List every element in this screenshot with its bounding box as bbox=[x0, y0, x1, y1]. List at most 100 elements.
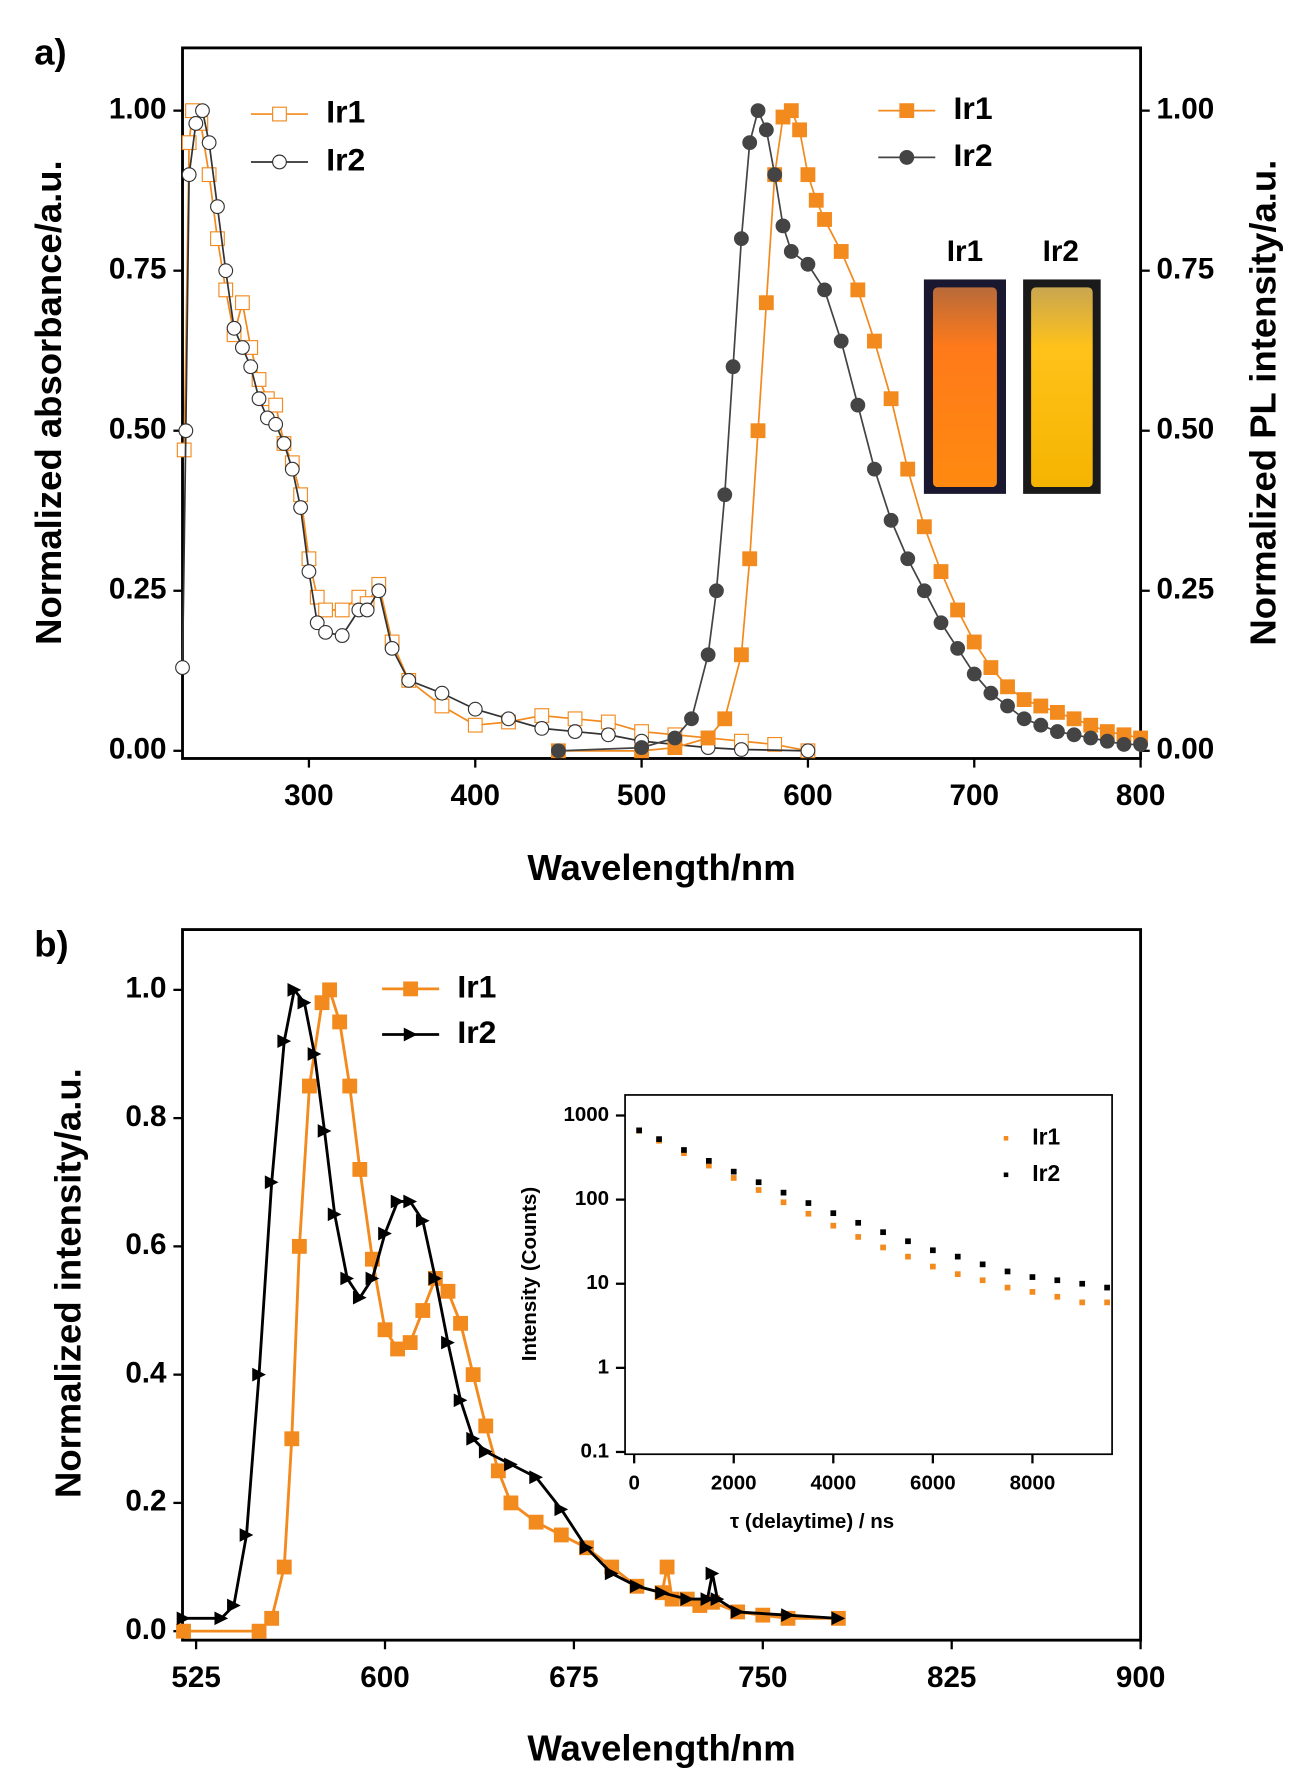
y-tick-label: 1000 bbox=[563, 1103, 609, 1126]
y2-tick-label: 0.75 bbox=[1157, 253, 1215, 286]
x-tick-label: 6000 bbox=[910, 1471, 956, 1494]
marker bbox=[1050, 704, 1065, 720]
marker bbox=[883, 512, 899, 528]
x-axis-title: Wavelength/nm bbox=[527, 1727, 795, 1768]
marker bbox=[808, 192, 824, 208]
y-tick-label: 0.75 bbox=[109, 253, 167, 286]
legend-label: Ir2 bbox=[1032, 1160, 1060, 1186]
y-tick-label: 0.00 bbox=[109, 733, 167, 766]
y-axis-title: Intensity (Counts) bbox=[518, 1187, 541, 1361]
marker bbox=[767, 167, 783, 183]
scatter-point bbox=[905, 1238, 911, 1245]
marker bbox=[428, 1271, 443, 1286]
marker bbox=[465, 1367, 481, 1383]
marker bbox=[709, 583, 724, 599]
marker bbox=[332, 1014, 348, 1030]
marker bbox=[210, 199, 225, 215]
marker bbox=[883, 391, 899, 407]
marker bbox=[490, 1463, 506, 1479]
x-tick-label: 2000 bbox=[711, 1471, 757, 1494]
marker bbox=[775, 218, 791, 234]
marker bbox=[730, 1605, 745, 1619]
marker bbox=[700, 730, 716, 746]
vial-photos: Ir1 Ir2 bbox=[923, 235, 1101, 494]
marker bbox=[767, 736, 783, 752]
marker bbox=[243, 359, 259, 375]
marker bbox=[1083, 717, 1099, 733]
scatter-point bbox=[1029, 1274, 1036, 1280]
scatter-point bbox=[1004, 1268, 1011, 1275]
marker bbox=[218, 282, 234, 298]
marker bbox=[783, 244, 799, 259]
x-tick-label: 525 bbox=[171, 1661, 220, 1694]
marker bbox=[1116, 736, 1132, 752]
marker bbox=[301, 551, 317, 567]
marker bbox=[287, 983, 302, 997]
marker bbox=[983, 660, 999, 675]
scatter-point bbox=[830, 1222, 837, 1229]
y-tick-label: 0.6 bbox=[125, 1228, 166, 1261]
scatter-point bbox=[730, 1168, 737, 1175]
marker bbox=[301, 564, 317, 579]
marker bbox=[434, 685, 450, 701]
marker bbox=[307, 1047, 322, 1061]
marker bbox=[181, 167, 197, 183]
y-tick-label: 1.0 bbox=[125, 972, 166, 1005]
marker bbox=[327, 1207, 342, 1222]
marker bbox=[781, 1608, 795, 1622]
marker bbox=[415, 1303, 431, 1318]
marker bbox=[916, 583, 932, 599]
marker bbox=[276, 1559, 292, 1575]
marker bbox=[293, 487, 309, 503]
marker bbox=[700, 647, 716, 663]
marker bbox=[467, 717, 483, 733]
marker bbox=[579, 1540, 594, 1555]
scatter-point bbox=[1079, 1280, 1086, 1287]
x-axis-title: Wavelength/nm bbox=[527, 847, 795, 888]
marker bbox=[567, 724, 583, 740]
marker bbox=[1033, 717, 1049, 733]
scatter-point bbox=[954, 1253, 961, 1260]
marker bbox=[554, 1502, 569, 1517]
legend-marker bbox=[1003, 1136, 1009, 1141]
marker bbox=[831, 1611, 846, 1626]
marker bbox=[234, 295, 250, 311]
marker bbox=[268, 397, 284, 413]
scatter-point bbox=[880, 1229, 886, 1236]
y-tick-label: 10 bbox=[586, 1271, 609, 1294]
marker bbox=[297, 995, 312, 1010]
marker bbox=[850, 397, 866, 413]
series-line bbox=[183, 986, 839, 1633]
marker bbox=[378, 1226, 392, 1241]
marker bbox=[251, 1623, 267, 1639]
marker bbox=[291, 1238, 307, 1254]
y-tick-label: 0.25 bbox=[109, 573, 167, 606]
marker bbox=[342, 1078, 358, 1094]
marker bbox=[390, 1194, 405, 1209]
marker bbox=[264, 1175, 279, 1190]
scatter-point bbox=[730, 1175, 737, 1181]
scatter-point bbox=[780, 1189, 787, 1196]
marker bbox=[534, 708, 550, 724]
legend-marker bbox=[272, 106, 287, 122]
marker bbox=[553, 1527, 569, 1543]
y2-tick-label: 1.00 bbox=[1157, 92, 1215, 125]
marker bbox=[440, 1283, 456, 1299]
legend-marker bbox=[1003, 1172, 1009, 1178]
marker bbox=[317, 1124, 332, 1138]
x-tick-label: 600 bbox=[783, 779, 832, 812]
scatter-point bbox=[930, 1263, 936, 1270]
marker bbox=[504, 1457, 518, 1472]
marker bbox=[567, 711, 583, 727]
x-tick-label: 700 bbox=[950, 779, 999, 812]
marker bbox=[750, 103, 766, 119]
scatter-point bbox=[805, 1210, 812, 1217]
marker bbox=[252, 1367, 266, 1382]
marker bbox=[352, 1162, 368, 1177]
x-tick-label: 800 bbox=[1116, 779, 1165, 812]
x-tick-label: 300 bbox=[284, 779, 333, 812]
y-tick-label: 0.4 bbox=[125, 1356, 167, 1389]
y-tick-label: 0.50 bbox=[109, 413, 167, 446]
marker bbox=[742, 551, 758, 567]
